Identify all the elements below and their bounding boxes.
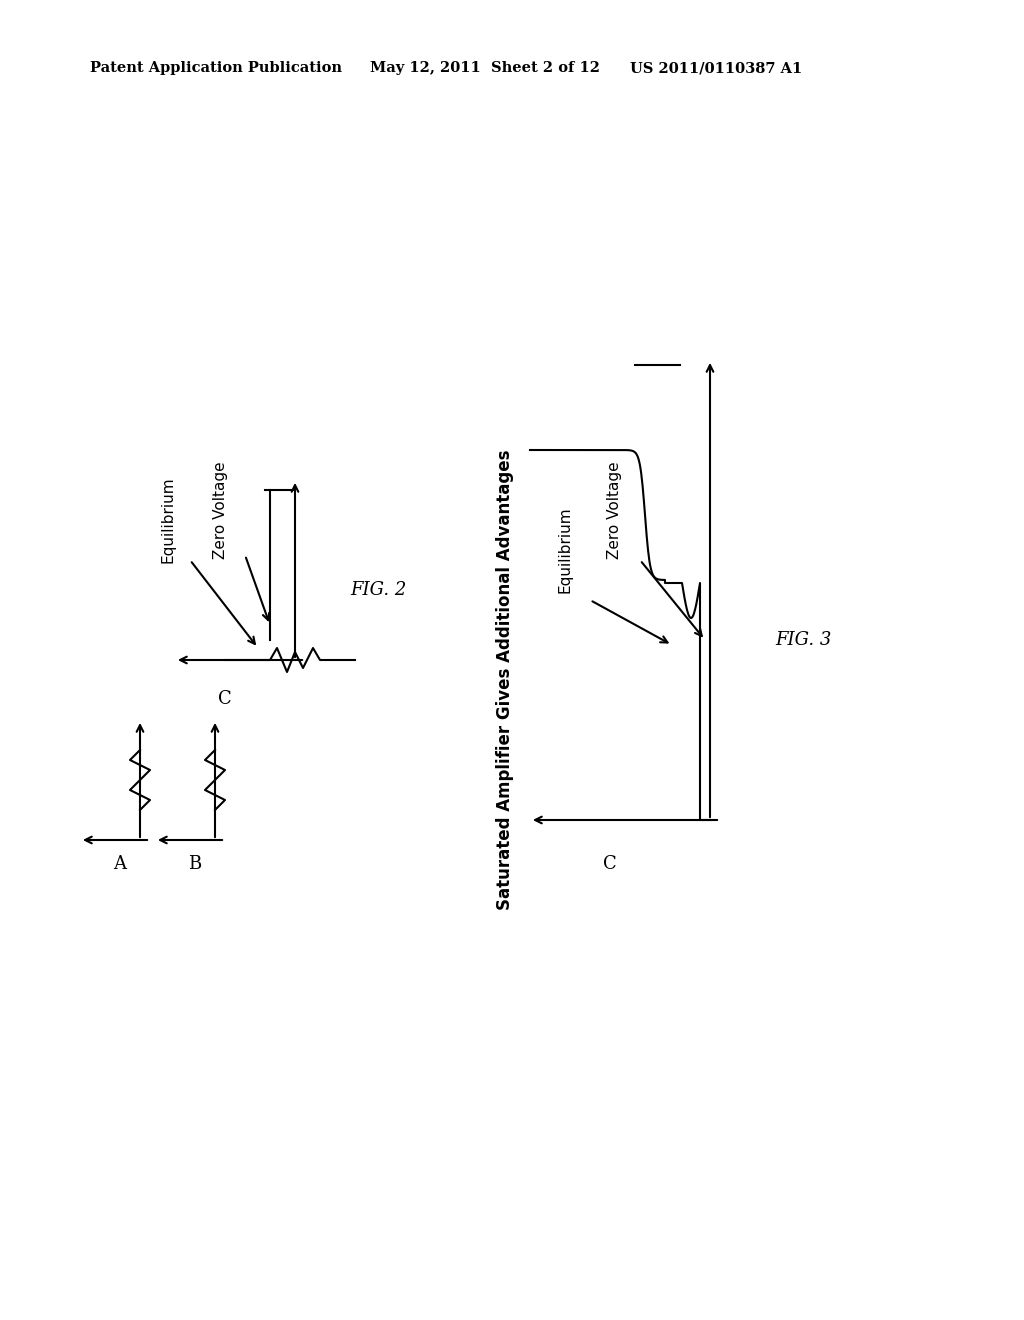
Text: FIG. 2: FIG. 2 bbox=[350, 581, 407, 599]
Text: Saturated Amplifier Gives Additional Advantages: Saturated Amplifier Gives Additional Adv… bbox=[496, 450, 514, 911]
Text: Zero Voltage: Zero Voltage bbox=[607, 461, 623, 558]
Text: B: B bbox=[188, 855, 202, 873]
Text: FIG. 3: FIG. 3 bbox=[775, 631, 831, 649]
Text: Zero Voltage: Zero Voltage bbox=[213, 461, 227, 558]
Text: A: A bbox=[114, 855, 127, 873]
Text: US 2011/0110387 A1: US 2011/0110387 A1 bbox=[630, 61, 802, 75]
Text: May 12, 2011  Sheet 2 of 12: May 12, 2011 Sheet 2 of 12 bbox=[370, 61, 600, 75]
Text: C: C bbox=[603, 855, 616, 873]
Text: Equilibrium: Equilibrium bbox=[161, 477, 175, 564]
Text: C: C bbox=[218, 690, 231, 708]
Text: Equilibrium: Equilibrium bbox=[557, 507, 572, 593]
Text: Patent Application Publication: Patent Application Publication bbox=[90, 61, 342, 75]
